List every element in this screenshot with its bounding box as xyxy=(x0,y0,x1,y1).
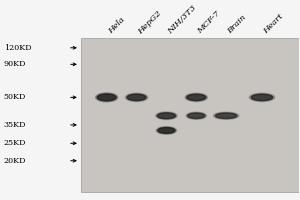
Ellipse shape xyxy=(125,93,148,102)
Ellipse shape xyxy=(156,127,177,134)
Bar xyxy=(81,38,299,192)
Ellipse shape xyxy=(127,94,146,101)
Ellipse shape xyxy=(95,93,118,102)
Ellipse shape xyxy=(158,128,175,133)
Ellipse shape xyxy=(215,113,237,119)
Ellipse shape xyxy=(156,112,177,120)
Ellipse shape xyxy=(97,94,116,101)
Ellipse shape xyxy=(185,93,208,102)
Ellipse shape xyxy=(157,113,176,119)
Text: 35KD: 35KD xyxy=(4,121,26,129)
Text: Heart: Heart xyxy=(262,13,285,36)
Text: 120KD: 120KD xyxy=(4,44,31,52)
Text: 50KD: 50KD xyxy=(4,93,26,101)
Text: 90KD: 90KD xyxy=(4,60,26,68)
Ellipse shape xyxy=(186,112,206,119)
Text: HepG2: HepG2 xyxy=(136,9,163,36)
Text: Hela: Hela xyxy=(107,16,126,36)
Text: 20KD: 20KD xyxy=(4,157,26,165)
Ellipse shape xyxy=(251,94,273,101)
Text: NIH/3T3: NIH/3T3 xyxy=(167,4,198,36)
Text: Brain: Brain xyxy=(226,14,248,36)
Text: 25KD: 25KD xyxy=(4,139,26,147)
Text: MCF-7: MCF-7 xyxy=(196,10,222,36)
Ellipse shape xyxy=(187,94,206,101)
Ellipse shape xyxy=(214,112,239,119)
Ellipse shape xyxy=(249,93,275,102)
Ellipse shape xyxy=(188,113,205,119)
